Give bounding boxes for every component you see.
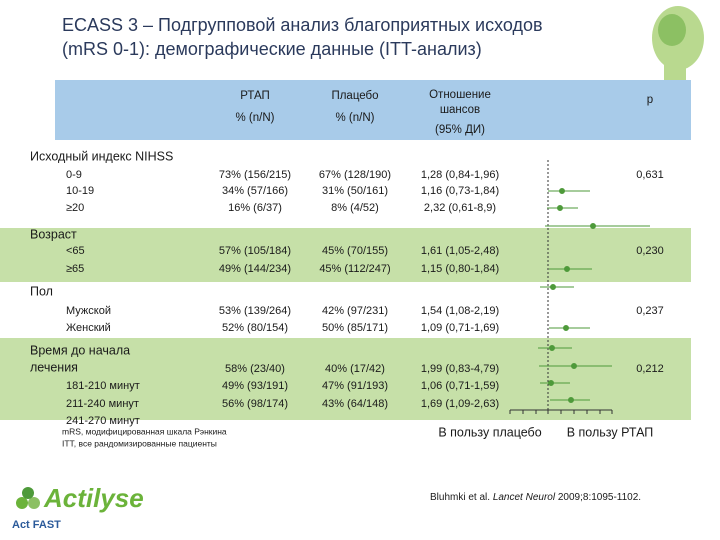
cell: 1,54 (1,08-2,19) bbox=[421, 305, 499, 317]
cell: 40% (17/42) bbox=[325, 363, 385, 375]
row-label: ≥20 bbox=[66, 202, 84, 214]
cell: 2,32 (0,61-8,9) bbox=[424, 202, 496, 214]
header: (95% ДИ) bbox=[435, 124, 485, 136]
cell: 1,69 (1,09-2,63) bbox=[421, 398, 499, 410]
forest-label: В пользу плацебо bbox=[438, 425, 541, 439]
footnote: mRS, модифицированная шкала Рэнкина bbox=[62, 426, 227, 436]
cell: 73% (156/215) bbox=[219, 169, 291, 181]
header-band bbox=[55, 80, 691, 140]
header: Отношение bbox=[429, 89, 491, 101]
logo-slogan: Act FAST bbox=[12, 519, 61, 531]
cell: 57% (105/184) bbox=[219, 245, 291, 257]
p-value: 0,230 bbox=[636, 245, 664, 257]
cell: 31% (50/161) bbox=[322, 185, 388, 197]
row-label: 211-240 минут bbox=[66, 398, 139, 410]
cell: 16% (6/37) bbox=[228, 202, 282, 214]
citation: Bluhmki et al. Lancet Neurol 2009;8:1095… bbox=[430, 492, 641, 503]
row-label: Мужской bbox=[66, 305, 111, 317]
cell: 58% (23/40) bbox=[225, 363, 285, 375]
group-band bbox=[0, 338, 691, 420]
cell: 1,61 (1,05-2,48) bbox=[421, 245, 499, 257]
cell: 1,15 (0,80-1,84) bbox=[421, 263, 499, 275]
cell: 1,09 (0,71-1,69) bbox=[421, 322, 499, 334]
header: РТАП bbox=[240, 90, 270, 102]
p-value: 0,631 bbox=[636, 169, 664, 181]
cell: 53% (139/264) bbox=[219, 305, 291, 317]
cell: 1,16 (0,73-1,84) bbox=[421, 185, 499, 197]
cell: 1,06 (0,71-1,59) bbox=[421, 380, 499, 392]
cell: 1,99 (0,83-4,79) bbox=[421, 363, 499, 375]
group-band bbox=[0, 282, 691, 338]
group-title: Возраст bbox=[30, 227, 77, 241]
group-band bbox=[0, 228, 691, 282]
cell: 45% (112/247) bbox=[319, 263, 390, 275]
header: р bbox=[647, 94, 653, 106]
cell: 49% (144/234) bbox=[219, 263, 291, 275]
citation-details: 2009;8:1095-1102. bbox=[555, 492, 641, 503]
cell: 34% (57/166) bbox=[222, 185, 288, 197]
footnote: ITT, все рандомизированные пациенты bbox=[62, 438, 217, 448]
head-icon bbox=[652, 6, 704, 82]
forest-label: В пользу РТАП bbox=[567, 425, 654, 439]
cell: 42% (97/231) bbox=[322, 305, 388, 317]
group-title: лечения bbox=[30, 360, 78, 374]
cell: 1,28 (0,84-1,96) bbox=[421, 169, 499, 181]
p-value: 0,212 bbox=[636, 363, 664, 375]
row-label: 181-210 минут bbox=[66, 380, 140, 392]
header: шансов bbox=[440, 104, 480, 116]
group-title: Время до начала bbox=[30, 343, 130, 357]
row-label: 241-270 минут bbox=[66, 415, 140, 427]
group-title: Пол bbox=[30, 284, 53, 298]
cell: 45% (70/155) bbox=[322, 245, 388, 257]
title: (mRS 0-1): демографические данные (ITT-а… bbox=[62, 39, 482, 59]
cell: 67% (128/190) bbox=[319, 169, 391, 181]
title: ECASS 3 – Подгрупповой анализ благоприят… bbox=[62, 15, 543, 35]
header: % (n/N) bbox=[336, 112, 375, 124]
cell: 52% (80/154) bbox=[222, 322, 288, 334]
cell: 47% (91/193) bbox=[322, 380, 388, 392]
group-title: Исходный индекс NIHSS bbox=[30, 149, 173, 163]
forest-plot bbox=[509, 160, 650, 414]
cell: 43% (64/148) bbox=[322, 398, 388, 410]
citation-journal: Lancet Neurol bbox=[493, 492, 556, 503]
row-label: 10-19 bbox=[66, 185, 94, 197]
row-label: 0-9 bbox=[66, 169, 82, 181]
row-label: ≥65 bbox=[66, 263, 84, 275]
header: % (n/N) bbox=[236, 112, 275, 124]
logo-brand: Actilyse bbox=[43, 483, 144, 513]
cell: 8% (4/52) bbox=[331, 202, 379, 214]
cell: 50% (85/171) bbox=[322, 322, 388, 334]
p-value: 0,237 bbox=[636, 305, 664, 317]
group-band bbox=[0, 140, 691, 228]
row-label: <65 bbox=[66, 245, 85, 257]
header: Плацебо bbox=[331, 90, 378, 102]
cell: 56% (98/174) bbox=[222, 398, 288, 410]
citation-authors: Bluhmki et al. bbox=[430, 492, 493, 503]
row-label: Женский bbox=[66, 322, 111, 334]
cell: 49% (93/191) bbox=[222, 380, 288, 392]
logo: Actilyse Act FAST bbox=[12, 483, 144, 531]
